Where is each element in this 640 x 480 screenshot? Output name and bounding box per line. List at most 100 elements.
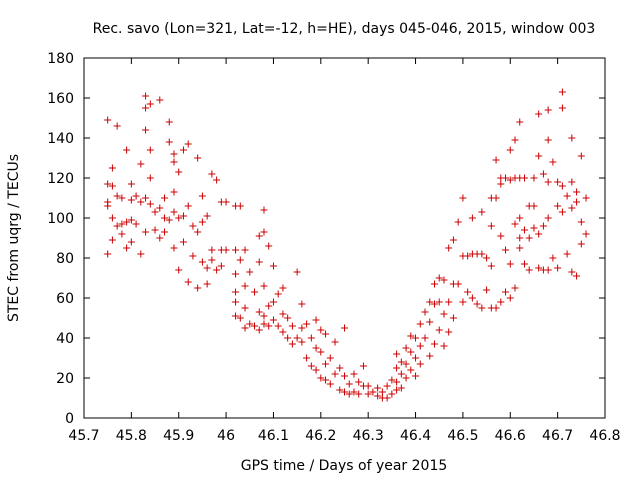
data-point — [151, 226, 159, 234]
data-point — [132, 220, 140, 228]
data-point — [113, 122, 121, 130]
data-point — [341, 388, 348, 396]
y-tick-label: 0 — [65, 411, 74, 427]
x-tick-label: 45.9 — [163, 428, 194, 444]
data-point — [506, 146, 514, 154]
data-point — [222, 198, 230, 206]
data-point — [265, 302, 273, 310]
data-point — [241, 246, 249, 254]
data-point — [127, 196, 135, 204]
y-tick-label: 80 — [56, 251, 74, 267]
data-point — [203, 280, 211, 288]
data-point — [208, 170, 216, 178]
data-point — [118, 230, 126, 238]
data-point — [123, 218, 131, 226]
data-point — [416, 320, 424, 328]
data-point — [260, 282, 268, 290]
data-point — [179, 212, 187, 220]
data-point — [260, 206, 268, 214]
data-point — [435, 274, 443, 282]
data-point — [383, 382, 391, 390]
data-point — [165, 216, 173, 224]
data-point — [345, 380, 353, 388]
data-point — [198, 192, 206, 200]
data-point — [430, 340, 438, 348]
data-point — [369, 388, 377, 396]
data-point — [336, 364, 344, 372]
data-point — [170, 244, 178, 252]
data-point — [530, 202, 538, 210]
data-point — [568, 134, 576, 142]
data-point — [544, 136, 552, 144]
data-point — [156, 234, 164, 242]
data-point — [487, 222, 495, 230]
data-point — [132, 192, 140, 200]
data-point — [165, 118, 173, 126]
data-point — [350, 388, 358, 396]
data-point — [170, 150, 178, 158]
data-point — [341, 372, 348, 380]
data-point — [269, 262, 277, 270]
data-point — [449, 314, 457, 322]
data-point — [142, 126, 150, 134]
data-point — [516, 244, 524, 252]
data-point — [502, 174, 510, 182]
data-point — [393, 364, 401, 372]
data-point — [558, 208, 566, 216]
data-point — [568, 178, 576, 186]
data-point — [232, 246, 240, 254]
data-point — [468, 294, 476, 302]
data-point — [142, 104, 150, 112]
data-point — [445, 244, 453, 252]
data-point — [127, 238, 135, 246]
x-tick-label: 46.8 — [589, 428, 620, 444]
data-point — [497, 232, 505, 240]
data-point — [516, 214, 524, 222]
data-point — [397, 358, 405, 366]
data-point — [497, 298, 505, 306]
data-point — [312, 316, 320, 324]
data-point — [478, 208, 486, 216]
data-point — [284, 314, 292, 322]
data-point — [255, 308, 263, 316]
data-point — [222, 246, 230, 254]
data-point — [426, 318, 434, 326]
data-point — [298, 300, 306, 308]
data-point — [464, 252, 472, 260]
data-point — [255, 258, 263, 266]
data-point — [544, 214, 552, 222]
data-point — [142, 194, 150, 202]
data-point — [104, 202, 112, 210]
data-point — [137, 250, 145, 258]
data-point — [535, 152, 543, 160]
data-point — [184, 140, 192, 148]
data-point — [511, 284, 519, 292]
data-point — [393, 378, 401, 386]
data-point — [530, 224, 538, 232]
data-points — [104, 88, 590, 402]
data-point — [317, 374, 325, 382]
data-point — [198, 258, 206, 266]
x-tick-label: 46.4 — [400, 428, 431, 444]
data-point — [355, 378, 363, 386]
data-point — [317, 326, 325, 334]
data-point — [307, 362, 315, 370]
data-point — [492, 156, 500, 164]
data-point — [251, 288, 259, 296]
data-point — [198, 218, 206, 226]
x-tick-labels: 45.7 45.8 45.9 46 46.1 46.2 46.3 46.4 46.5 46.6 46… — [68, 428, 620, 444]
data-point — [269, 298, 277, 306]
data-point — [558, 104, 566, 112]
x-tick-label: 46.7 — [542, 428, 573, 444]
data-point — [421, 308, 429, 316]
data-point — [511, 136, 519, 144]
data-point — [322, 360, 330, 368]
x-axis-label: GPS time / Days of year 2015 — [241, 458, 448, 474]
data-point — [194, 284, 202, 292]
data-point — [407, 366, 415, 374]
data-point — [175, 214, 183, 222]
data-point — [293, 268, 301, 276]
data-point — [435, 326, 443, 334]
data-point — [520, 174, 528, 182]
data-point — [208, 246, 216, 254]
